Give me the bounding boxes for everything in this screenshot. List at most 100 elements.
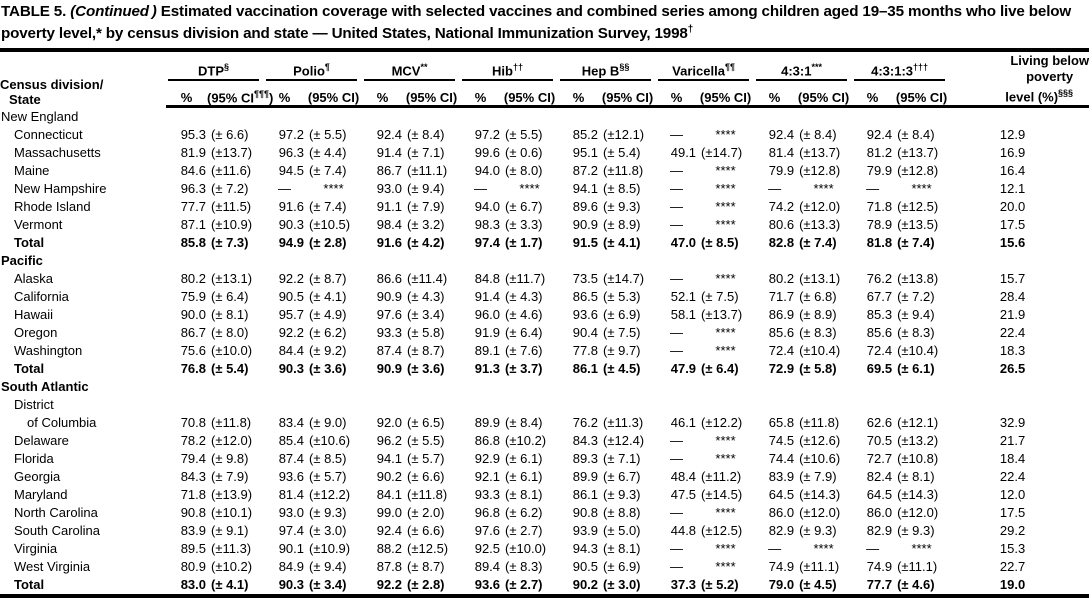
coverage-ci-cell: (± 6.1) xyxy=(505,469,543,485)
coverage-pct-cell: 86.7 xyxy=(376,163,403,179)
coverage-pct-cell: 70.8 xyxy=(180,415,206,431)
row-label: District xyxy=(14,397,54,413)
coverage-pct-cell: 89.9 xyxy=(474,415,501,431)
coverage-pct-cell: — xyxy=(670,559,684,575)
coverage-ci-cell: **** xyxy=(715,181,736,197)
coverage-pct-cell: 89.4 xyxy=(474,559,501,575)
coverage-pct-cell: 95.1 xyxy=(572,145,599,161)
coverage-ci-cell: (± 4.4) xyxy=(309,145,347,161)
row-label: Washington xyxy=(14,343,83,359)
coverage-pct-cell: 99.6 xyxy=(474,145,501,161)
subheader-ci-4-3-1: (95% CI) xyxy=(795,81,853,109)
column-group-dtp: DTP§ xyxy=(166,52,264,82)
poverty-cell: 15.7 xyxy=(999,271,1026,287)
coverage-pct-cell: 90.9 xyxy=(376,361,403,377)
coverage-pct-cell: 71.8 xyxy=(866,199,893,215)
coverage-pct-cell: — xyxy=(866,541,880,557)
table-header: Census division/ State DTP§ Polio¶ MCV** Hi… xyxy=(0,52,1089,109)
coverage-ci-cell: (± 8.9) xyxy=(603,217,641,233)
coverage-ci-cell: (± 9.3) xyxy=(603,487,641,503)
coverage-pct-cell: 74.9 xyxy=(866,559,893,575)
coverage-ci-cell: (± 5.4) xyxy=(211,361,249,377)
coverage-pct-cell: 58.1 xyxy=(670,307,697,323)
coverage-pct-cell: 93.9 xyxy=(572,523,599,539)
coverage-ci-cell: (± 7.1) xyxy=(603,451,641,467)
coverage-pct-cell: 83.4 xyxy=(278,415,305,431)
coverage-pct-cell: 44.8 xyxy=(670,523,697,539)
coverage-ci-cell: (± 9.4) xyxy=(407,181,445,197)
coverage-ci-cell: (± 7.4) xyxy=(897,235,935,251)
coverage-pct-cell: 90.2 xyxy=(376,469,403,485)
coverage-ci-cell: (± 8.4) xyxy=(505,415,543,431)
coverage-pct-cell: 67.7 xyxy=(866,289,893,305)
coverage-pct-cell: 92.4 xyxy=(376,127,403,143)
total-row: Total 76.8 (± 5.4) 90.3 (± 3.6) 90.9 (± 3.6) 91… xyxy=(0,360,1089,378)
coverage-pct-cell: 83.9 xyxy=(180,523,206,539)
coverage-ci-cell: (±13.8) xyxy=(897,271,939,287)
table-row: Maryland 71.8 (±13.9) 81.4 (±12.2) 84.1 (±11.8… xyxy=(0,486,1089,504)
coverage-pct-cell: 84.3 xyxy=(180,469,206,485)
coverage-ci-cell: (± 3.3) xyxy=(505,217,543,233)
column-group-mcv: MCV** xyxy=(362,52,460,82)
coverage-pct-cell: 91.1 xyxy=(376,199,403,215)
coverage-pct-cell: 87.2 xyxy=(572,163,599,179)
table-row: Florida 79.4 (± 9.8) 87.4 (± 8.5) 94.1 (± 5.7)… xyxy=(0,450,1089,468)
row-label: West Virginia xyxy=(14,559,91,575)
coverage-pct-cell: 82.9 xyxy=(768,523,795,539)
coverage-ci-cell: (± 6.9) xyxy=(603,307,641,323)
coverage-ci-cell: (± 5.7) xyxy=(309,469,347,485)
coverage-ci-cell: (± 8.3) xyxy=(897,325,935,341)
coverage-ci-cell: (± 9.0) xyxy=(309,415,347,431)
coverage-pct-cell: 91.9 xyxy=(474,325,501,341)
coverage-ci-cell: (± 8.3) xyxy=(505,559,543,575)
coverage-ci-cell: (±12.6) xyxy=(799,433,841,449)
poverty-cell: 18.3 xyxy=(999,343,1026,359)
coverage-pct-cell: 72.7 xyxy=(866,451,893,467)
coverage-pct-cell: 37.3 xyxy=(670,577,697,593)
subheader-percent-hep-b: % xyxy=(558,81,600,109)
row-label: New Hampshire xyxy=(14,181,107,197)
coverage-ci-cell: (±11.7) xyxy=(505,271,546,287)
coverage-ci-cell: (±13.7) xyxy=(799,145,841,161)
coverage-pct-cell: 86.0 xyxy=(866,505,893,521)
coverage-ci-cell: (± 6.2) xyxy=(309,325,347,341)
coverage-ci-cell: (± 8.9) xyxy=(799,307,837,323)
row-label: North Carolina xyxy=(14,505,98,521)
coverage-ci-cell: (± 8.5) xyxy=(603,181,641,197)
table-row: Connecticut 95.3 (± 6.6) 97.2 (± 5.5) 92.4 (± … xyxy=(0,126,1089,144)
coverage-pct-cell: 97.4 xyxy=(278,523,305,539)
coverage-ci-cell: **** xyxy=(715,217,736,233)
coverage-ci-cell: (± 2.7) xyxy=(505,523,543,539)
footnote-symbol: ¶ xyxy=(324,62,330,73)
coverage-pct-cell: 95.3 xyxy=(180,127,206,143)
table-row: Washington 75.6 (±10.0) 84.4 (± 9.2) 87.4 (± 8… xyxy=(0,342,1089,360)
coverage-ci-cell: (± 7.9) xyxy=(407,199,445,215)
coverage-pct-cell: — xyxy=(670,163,684,179)
coverage-ci-cell: (± 6.5) xyxy=(407,415,445,431)
coverage-ci-cell: (± 6.7) xyxy=(505,199,543,215)
coverage-ci-cell: (± 8.1) xyxy=(505,487,543,503)
column-header-poverty-level: Living below poverty level (%)§§§ xyxy=(950,52,1089,109)
coverage-pct-cell: 87.4 xyxy=(278,451,305,467)
coverage-pct-cell: 84.3 xyxy=(572,433,599,449)
coverage-ci-cell: (± 1.7) xyxy=(505,235,543,251)
coverage-ci-cell: (±13.7) xyxy=(897,145,939,161)
coverage-ci-cell: (± 7.5) xyxy=(603,325,641,341)
coverage-pct-cell: 93.0 xyxy=(278,505,305,521)
coverage-ci-cell: (± 5.5) xyxy=(407,433,445,449)
coverage-ci-cell: (± 5.3) xyxy=(603,289,641,305)
coverage-ci-cell: (± 9.3) xyxy=(309,505,347,521)
coverage-pct-cell: 92.0 xyxy=(376,415,403,431)
coverage-pct-cell: 90.8 xyxy=(572,505,599,521)
subheader-ci-polio: (95% CI) xyxy=(305,81,363,109)
coverage-ci-cell: (± 4.9) xyxy=(309,307,347,323)
coverage-pct-cell: 90.9 xyxy=(376,289,403,305)
coverage-ci-cell: (± 8.4) xyxy=(897,127,935,143)
coverage-pct-cell: 92.2 xyxy=(278,325,305,341)
coverage-pct-cell: 81.2 xyxy=(866,145,893,161)
coverage-ci-cell: (± 9.3) xyxy=(603,199,641,215)
coverage-pct-cell: 79.9 xyxy=(866,163,893,179)
coverage-pct-cell: 91.3 xyxy=(474,361,501,377)
coverage-pct-cell: 78.2 xyxy=(180,433,206,449)
coverage-ci-cell: (± 4.6) xyxy=(897,577,935,593)
